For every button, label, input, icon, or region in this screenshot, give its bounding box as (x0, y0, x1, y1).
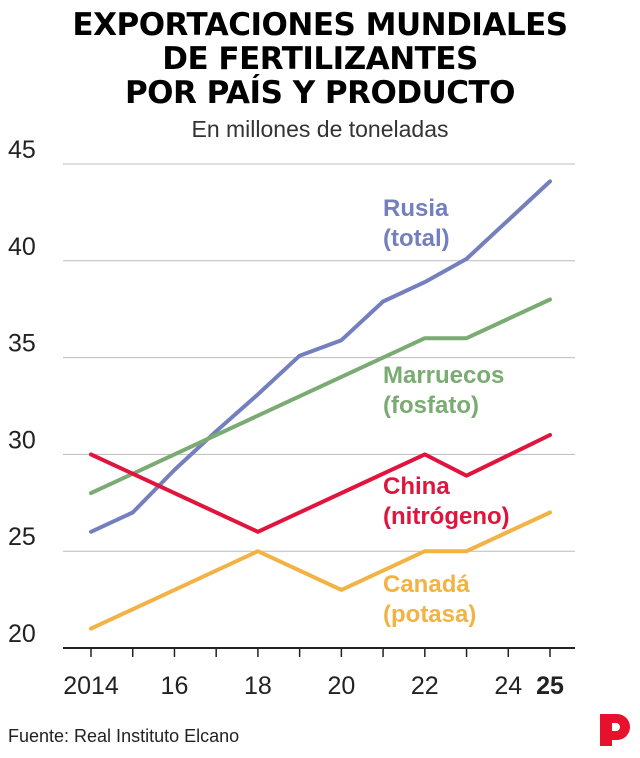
chart-title: EXPORTACIONES MUNDIALES DE FERTILIZANTES… (0, 8, 640, 110)
x-axis: 2014 16 18 20 22 24 25 (63, 647, 575, 700)
chart-subtitle: En millones de toneladas (191, 116, 449, 142)
series-labels: Rusia (total) Marruecos (fosfato) China (nitr… (383, 195, 510, 628)
x-tick-label-24: 24 (494, 672, 522, 700)
x-tick-label-2014: 2014 (63, 672, 119, 700)
chart-title-line-1: EXPORTACIONES MUNDIALES (72, 7, 568, 43)
series-label-rusia-1: Rusia (383, 195, 449, 222)
series-label-canada-2: (potasa) (383, 601, 476, 628)
y-tick-label-35: 35 (8, 330, 36, 358)
y-tick-label-30: 30 (8, 426, 36, 454)
x-tick-label-18: 18 (244, 672, 272, 700)
series-lines (89, 179, 552, 631)
y-tick-label-40: 40 (8, 233, 36, 261)
line-chart: 20 25 30 35 40 45 2014 16 18 20 22 24 25 Rusia (tota… (8, 136, 575, 700)
source-note: Fuente: Real Instituto Elcano (8, 726, 240, 746)
series-label-marruecos-2: (fosfato) (383, 392, 479, 419)
series-line-canada (89, 510, 552, 631)
chart-title-line-3: POR PAÍS Y PRODUCTO (124, 75, 516, 111)
x-tick-label-16: 16 (161, 672, 189, 700)
series-label-rusia-2: (total) (383, 225, 450, 252)
series-line-rusia (89, 179, 552, 534)
y-tick-label-45: 45 (8, 136, 36, 164)
x-tick-label-25: 25 (536, 672, 564, 700)
y-tick-label-25: 25 (8, 523, 36, 551)
p-logo-icon (600, 714, 630, 746)
series-label-marruecos-1: Marruecos (383, 362, 504, 389)
series-label-canada-1: Canadá (383, 571, 470, 598)
series-line-marruecos (89, 297, 552, 496)
x-tick-label-22: 22 (411, 672, 439, 700)
y-axis-ticks: 20 25 30 35 40 45 (8, 136, 36, 648)
x-tick-label-20: 20 (327, 672, 355, 700)
series-label-china-2: (nitrógeno) (383, 503, 510, 530)
series-line-china (89, 433, 552, 534)
chart-title-line-2: DE FERTILIZANTES (162, 41, 478, 77)
grid-lines (63, 163, 575, 552)
y-tick-label-20: 20 (8, 620, 36, 648)
series-label-china-1: China (383, 473, 450, 500)
